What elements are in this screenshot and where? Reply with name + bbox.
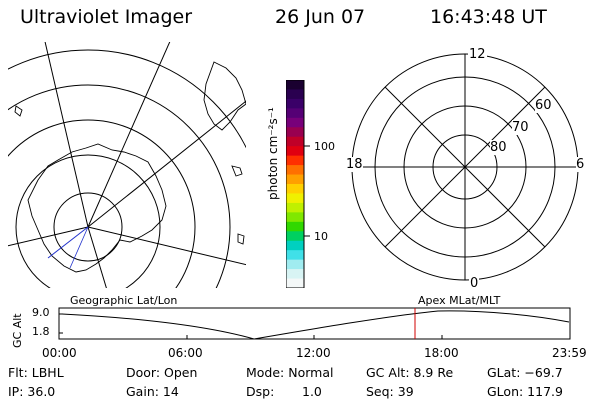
timeline-plot [58, 307, 571, 340]
colorbar-swatch [286, 240, 304, 251]
date-label: 26 Jun 07 [275, 6, 366, 28]
colorbar-gradient [286, 80, 304, 289]
colorbar-swatch [286, 231, 304, 242]
time-tick-1: 06:00 [168, 346, 203, 360]
colorbar-swatch [286, 127, 304, 138]
polar-mlt-grid [351, 53, 579, 281]
colorbar-tick-10: 10 [314, 230, 328, 243]
dsp-status-value: 1.0 [302, 384, 322, 399]
time-tick-0: 00:00 [42, 346, 77, 360]
track-line [47, 226, 89, 259]
colorbar-swatch [286, 80, 304, 91]
colorbar-swatch [286, 98, 304, 109]
ip-status: IP: 36.0 [8, 384, 56, 399]
time-tick-2: 12:00 [296, 346, 331, 360]
instrument-title: Ultraviolet Imager [20, 6, 193, 28]
colorbar-swatch [286, 259, 304, 270]
mlt-label-18: 18 [346, 157, 363, 172]
colorbar-swatch [286, 117, 304, 128]
seq-status: Seq: 39 [366, 384, 414, 399]
time-tick-3: 18:00 [424, 346, 459, 360]
dsp-status-label: Dsp: [246, 384, 275, 399]
timeline-y-label: GC Alt [11, 313, 24, 348]
lat-label-60: 60 [535, 98, 552, 113]
colorbar-swatch [286, 174, 304, 185]
door-status: Door: Open [126, 365, 198, 380]
colorbar-swatch [286, 155, 304, 166]
gc-alt-status: GC Alt: 8.9 Re [366, 365, 454, 380]
mlt-label-6: 6 [576, 157, 585, 172]
footprint-line [69, 226, 89, 269]
timeline-y-tick-low: 1.8 [32, 325, 50, 338]
colorbar-swatch [286, 269, 304, 280]
lat-label-80: 80 [490, 140, 507, 155]
filter-status: Flt: LBHL [8, 365, 64, 380]
colorbar-unit-label: photon cm⁻²s⁻¹ [266, 107, 280, 200]
colorbar-swatch [286, 184, 304, 195]
colorbar-swatch [286, 146, 304, 157]
mlt-label-0: 0 [469, 276, 480, 291]
glat-status: GLat: −69.7 [487, 365, 563, 380]
colorbar [286, 80, 304, 289]
timeline-y-tick-high: 9.0 [32, 306, 50, 319]
colorbar-swatch [286, 108, 304, 119]
colorbar-swatch [286, 165, 304, 176]
lat-label-70: 70 [512, 120, 529, 135]
colorbar-swatch [286, 250, 304, 261]
gain-status: Gain: 14 [126, 384, 179, 399]
colorbar-swatch [286, 193, 304, 204]
colorbar-swatch [286, 89, 304, 100]
colorbar-tick-100: 100 [314, 140, 335, 153]
timeline-left-caption: Geographic Lat/Lon [70, 294, 178, 307]
colorbar-ticks [286, 80, 310, 288]
geographic-map [8, 42, 246, 288]
glon-status: GLon: 117.9 [487, 384, 563, 399]
time-label: 16:43:48 UT [430, 6, 547, 28]
colorbar-swatch [286, 278, 304, 289]
mode-status: Mode: Normal [246, 365, 334, 380]
colorbar-swatch [286, 136, 304, 147]
colorbar-swatch [286, 202, 304, 213]
colorbar-swatch [286, 212, 304, 223]
colorbar-swatch [286, 221, 304, 232]
timeline-right-caption: Apex MLat/MLT [418, 294, 501, 307]
altitude-trace [61, 310, 570, 340]
mlt-label-12: 12 [468, 47, 487, 62]
time-tick-4: 23:59 [552, 346, 587, 360]
